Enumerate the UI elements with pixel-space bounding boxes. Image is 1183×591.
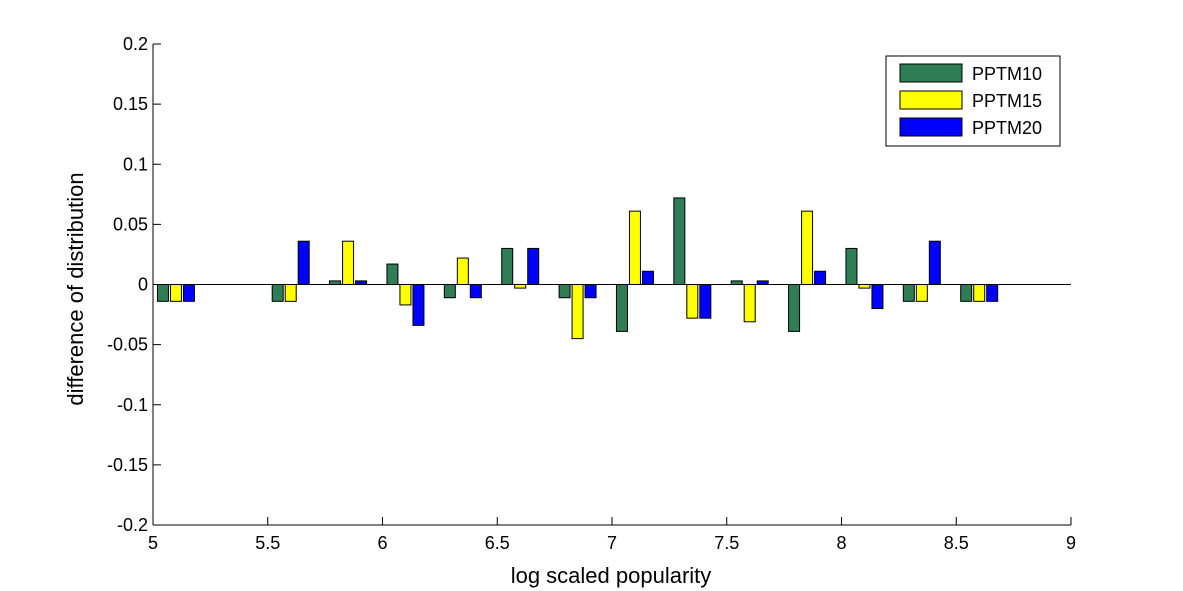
y-tick-label: 0.2 <box>123 34 148 54</box>
bar-pptm20 <box>756 280 769 285</box>
bar-pptm15 <box>456 257 469 286</box>
bar-pptm15 <box>915 284 928 302</box>
y-tick-label: -0.15 <box>107 455 148 475</box>
y-tick-label: 0.1 <box>123 154 148 174</box>
x-tick-label: 8 <box>836 533 846 553</box>
bar-pptm20 <box>814 270 827 285</box>
legend: PPTM10 PPTM15 PPTM20 <box>885 55 1061 147</box>
ticks-group: 5 5.5 6 6.5 7 7.5 8 8.5 9 -0.2 -0.15 -0.1 -0.05 0 0.05… <box>107 34 1076 553</box>
x-tick-label: 5 <box>148 533 158 553</box>
bar-pptm15 <box>514 284 527 289</box>
bar-pptm20 <box>986 284 999 302</box>
bar-pptm20 <box>527 247 540 286</box>
x-tick-label: 7 <box>607 533 617 553</box>
bar-pptm15 <box>743 284 756 323</box>
x-tick-label: 9 <box>1066 533 1076 553</box>
legend-swatch <box>899 63 963 83</box>
y-tick-label: -0.05 <box>107 335 148 355</box>
legend-label: PPTM15 <box>972 91 1042 111</box>
y-tick-label: -0.2 <box>117 515 148 535</box>
bar-pptm15 <box>686 284 699 319</box>
x-tick-label: 7.5 <box>714 533 739 553</box>
bar-pptm15 <box>973 284 986 302</box>
bar-pptm15 <box>284 284 297 302</box>
x-tick-label: 5.5 <box>255 533 280 553</box>
bar-pptm10 <box>443 284 456 299</box>
bar-pptm20 <box>584 284 597 299</box>
bar-pptm10 <box>386 263 399 285</box>
bar-pptm10 <box>788 284 801 332</box>
bar-pptm10 <box>673 197 686 285</box>
bar-pptm20 <box>871 284 884 310</box>
bar-pptm10 <box>156 284 169 302</box>
legend-label: PPTM10 <box>972 64 1042 84</box>
bar-pptm20 <box>928 240 941 286</box>
bar-pptm15 <box>628 210 641 286</box>
x-tick-label: 6 <box>377 533 387 553</box>
bar-pptm20 <box>182 284 195 302</box>
bar-pptm10 <box>730 280 743 285</box>
bar-pptm20 <box>699 284 712 319</box>
bar-pptm20 <box>469 284 482 299</box>
bar-pptm20 <box>412 284 425 326</box>
bar-pptm10 <box>615 284 628 332</box>
legend-label: PPTM20 <box>972 118 1042 138</box>
legend-swatch <box>899 90 963 110</box>
bar-pptm15 <box>399 284 412 306</box>
bar-pptm20 <box>641 270 654 285</box>
x-axis-label: log scaled popularity <box>511 563 712 588</box>
y-tick-label: 0.05 <box>113 214 148 234</box>
bar-pptm15 <box>169 284 182 302</box>
bar-pptm10 <box>902 284 915 302</box>
x-tick-label: 6.5 <box>485 533 510 553</box>
bar-pptm10 <box>845 247 858 286</box>
y-axis-label: difference of distribution <box>63 172 88 405</box>
bars-group <box>153 197 1071 340</box>
bar-pptm10 <box>271 284 284 302</box>
y-tick-label: 0.15 <box>113 94 148 114</box>
bar-pptm15 <box>342 240 355 286</box>
bar-pptm10 <box>501 247 514 286</box>
bar-pptm10 <box>329 280 342 285</box>
bar-pptm20 <box>297 240 310 286</box>
y-tick-label: -0.1 <box>117 395 148 415</box>
bar-pptm10 <box>558 284 571 299</box>
bar-pptm15 <box>571 284 584 340</box>
bar-pptm20 <box>355 280 368 285</box>
bar-pptm15 <box>858 284 871 289</box>
x-tick-label: 8.5 <box>944 533 969 553</box>
bar-pptm10 <box>960 284 973 302</box>
y-tick-label: 0 <box>138 275 148 295</box>
bar-pptm15 <box>801 210 814 286</box>
legend-swatch <box>899 117 963 137</box>
